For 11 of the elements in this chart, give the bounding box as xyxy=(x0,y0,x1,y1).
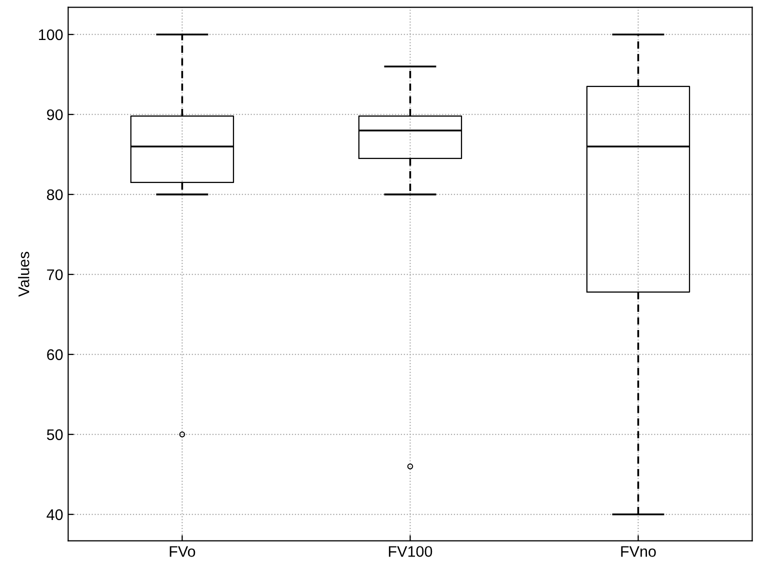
x-tick-label: FVno xyxy=(621,546,656,557)
y-tick-label: 100 xyxy=(38,29,63,40)
x-tick-label: FV100 xyxy=(388,546,432,557)
y-tick-label: 40 xyxy=(46,509,63,520)
y-axis-title: Values xyxy=(18,252,30,297)
y-tick-label: 90 xyxy=(47,109,63,120)
y-tick-label: 60 xyxy=(47,349,63,360)
x-tick-label: FVo xyxy=(170,546,196,557)
y-tick-label: 80 xyxy=(46,189,63,200)
y-tick-label: 70 xyxy=(47,269,63,280)
y-tick-label: 50 xyxy=(46,429,63,440)
